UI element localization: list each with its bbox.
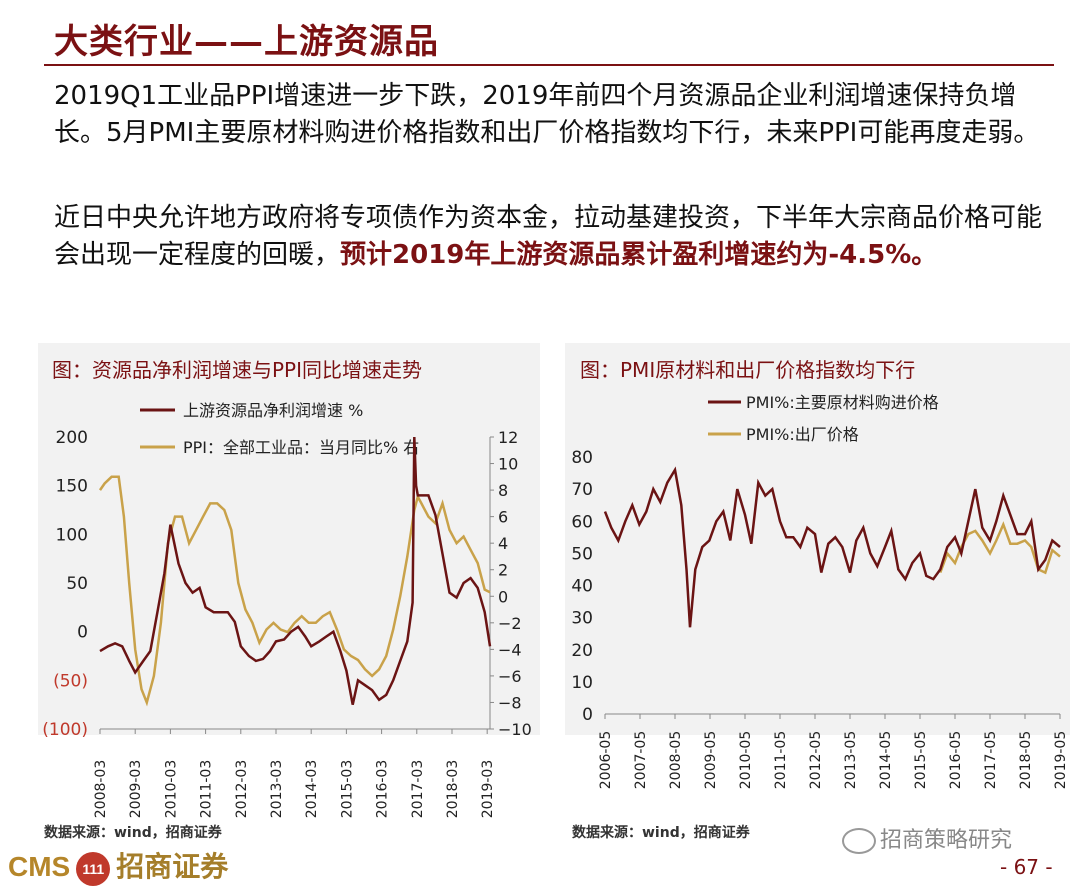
paragraph-2-text: 近日中央允许地方政府将专项债作为资本金，拉动基建投资，下半年大宗商品价格可能会出…: [54, 203, 1043, 270]
paragraph-2: 近日中央允许地方政府将专项债作为资本金，拉动基建投资，下半年大宗商品价格可能会出…: [54, 200, 1054, 274]
right-chart-y-tick-label: 30: [571, 609, 593, 629]
left-y-tick-label: (50): [53, 671, 88, 691]
legend-label-ppi: PPI：全部工业品：当月同比% 右: [183, 438, 419, 457]
logo-text: CMS: [8, 851, 71, 882]
right-chart-x-tick-label: 2014-05: [878, 731, 894, 790]
right-y-tick-label: −6: [498, 667, 522, 686]
right-chart-x-tick-label: 2019-05: [1053, 731, 1069, 790]
left-y-tick-label: 50: [66, 574, 88, 594]
right-chart-x-tick-label: 2006-05: [598, 731, 614, 790]
series-profit-line: [99, 436, 492, 705]
left-y-tick-label: 0: [77, 623, 88, 643]
right-y-tick-label: 12: [498, 428, 518, 447]
page-number: - 67 -: [1000, 855, 1053, 879]
series-ppi-line: [98, 475, 491, 707]
right-chart-x-tick-label: 2007-05: [633, 731, 649, 790]
left-x-tick-label: 2015-03: [339, 760, 355, 819]
left-x-tick-label: 2011-03: [199, 760, 215, 819]
paragraph-2-emphasis: 预计2019年上游资源品累计盈利增速约为-4.5%。: [340, 240, 938, 270]
right-chart-x-tick-label: 2015-05: [913, 731, 929, 790]
left-y-tick-label: 100: [56, 525, 88, 545]
chart-left-title: 图：资源品净利润增速与PPI同比增速走势: [52, 358, 423, 382]
wechat-icon: [842, 828, 876, 854]
left-x-tick-label: 2017-03: [410, 760, 426, 819]
right-chart-y-tick-label: 10: [571, 673, 593, 693]
chart-right-source: 数据来源：wind，招商证券: [572, 825, 750, 841]
left-x-tick-label: 2018-03: [445, 760, 461, 819]
right-y-tick-label: 0: [498, 587, 508, 606]
right-y-tick-label: −8: [498, 693, 522, 712]
left-x-tick-label: 2009-03: [128, 760, 144, 819]
right-y-tick-label: 8: [498, 481, 508, 500]
right-chart-x-tick-label: 2010-05: [738, 731, 754, 790]
legend-label-output-price: PMI%:出厂价格: [746, 425, 859, 444]
right-chart-x-tick-label: 2017-05: [983, 731, 999, 790]
legend-label-input-price: PMI%:主要原材料购进价格: [746, 393, 939, 412]
left-x-tick-label: 2014-03: [304, 760, 320, 819]
right-chart-y-tick-label: 20: [571, 641, 593, 661]
logo-badge-icon: 111: [76, 851, 111, 886]
right-chart-x-tick-label: 2008-05: [668, 731, 684, 790]
right-y-tick-label: 6: [498, 508, 508, 527]
series-input-price-line: [603, 466, 1061, 628]
company-logo: CMS 111 招商证券: [8, 845, 228, 886]
left-y-tick-label: 200: [56, 428, 88, 448]
right-chart-x-tick-label: 2013-05: [843, 731, 859, 790]
left-x-tick-label: 2008-03: [93, 760, 109, 819]
chart-right-title: 图：PMI原材料和出厂价格指数均下行: [580, 358, 916, 382]
logo-cn-text: 招商证券: [116, 850, 229, 883]
left-x-tick-label: 2010-03: [163, 760, 179, 819]
right-chart-x-tick-label: 2012-05: [808, 731, 824, 790]
right-chart-y-tick-label: 50: [571, 544, 593, 564]
right-chart-y-tick-label: 0: [582, 705, 593, 725]
chart-left-panel: [38, 343, 540, 735]
right-y-tick-label: −4: [498, 640, 522, 659]
wechat-label: 招商策略研究: [880, 828, 1013, 853]
left-x-tick-label: 2012-03: [234, 760, 250, 819]
right-y-tick-label: −2: [498, 614, 522, 633]
right-chart-x-tick-label: 2018-05: [1018, 731, 1034, 790]
chart-left-source: 数据来源：wind，招商证券: [44, 825, 222, 841]
right-y-tick-label: 10: [498, 455, 518, 474]
right-chart-y-tick-label: 40: [571, 577, 593, 597]
title-divider: [44, 64, 1054, 66]
left-y-tick-label: (100): [42, 720, 88, 740]
right-y-tick-label: 4: [498, 534, 508, 553]
paragraph-1: 2019Q1工业品PPI增速进一步下跌，2019年前四个月资源品企业利润增速保持…: [54, 81, 1040, 148]
right-y-tick-label: 2: [498, 561, 508, 580]
legend-label-profit: 上游资源品净利润增速 %: [183, 401, 363, 420]
right-chart-x-tick-label: 2016-05: [948, 731, 964, 790]
right-y-tick-label: −10: [498, 720, 532, 739]
right-chart-y-tick-label: 70: [571, 480, 593, 500]
left-x-tick-label: 2019-03: [480, 760, 496, 819]
left-x-tick-label: 2013-03: [269, 760, 285, 819]
chart-right-panel: [565, 343, 1070, 735]
left-x-tick-label: 2016-03: [375, 760, 391, 819]
right-chart-x-tick-label: 2011-05: [773, 731, 789, 790]
right-chart-y-tick-label: 80: [571, 448, 593, 468]
right-chart-y-tick-label: 60: [571, 512, 593, 532]
wechat-account: 招商策略研究: [842, 822, 1012, 854]
left-y-tick-label: 150: [56, 477, 88, 497]
page-title: 大类行业——上游资源品: [54, 22, 439, 62]
right-chart-x-tick-label: 2009-05: [703, 731, 719, 790]
